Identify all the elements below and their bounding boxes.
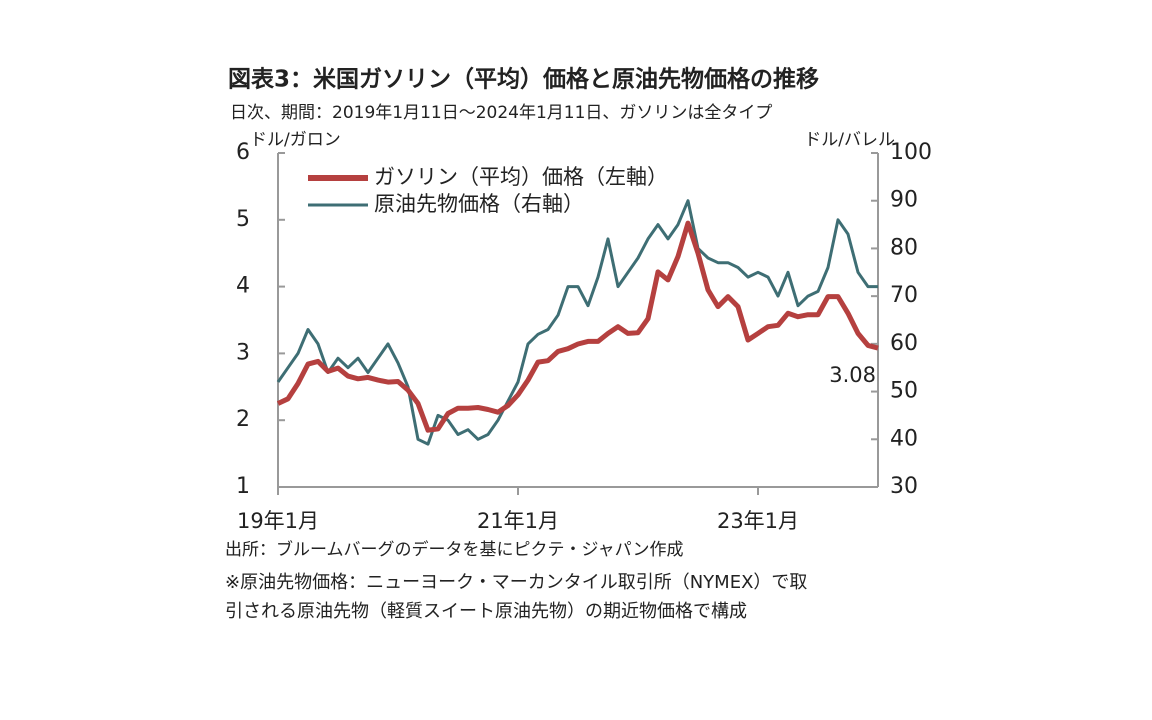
y2-tick-label: 100	[890, 140, 932, 165]
y2-tick-label: 40	[890, 426, 918, 451]
note: 引される原油先物（軽質スイート原油先物）の期近物価格で構成	[225, 601, 747, 622]
y2-tick-label: 50	[890, 379, 918, 404]
legend-label: 原油先物価格（右軸）	[374, 192, 584, 216]
annotation: 3.08	[829, 363, 876, 387]
y-tick-label: 3	[236, 340, 250, 365]
note: ※原油先物価格：ニューヨーク・マーカンタイル取引所（NYMEX）で取	[225, 572, 807, 593]
y2-tick-label: 70	[890, 283, 918, 308]
y2-tick-label: 90	[890, 188, 918, 213]
y-tick-label: 1	[236, 474, 250, 499]
x-tick-label: 23年1月	[717, 509, 799, 533]
y2-axis-label: ドル/バレル	[804, 130, 895, 150]
y-tick-label: 2	[236, 407, 250, 432]
y-tick-label: 6	[236, 140, 250, 165]
source: 出所：ブルームバーグのデータを基にピクテ・ジャパン作成	[225, 539, 684, 560]
chart-title: 図表3：米国ガソリン（平均）価格と原油先物価格の推移	[228, 66, 819, 93]
y-tick-label: 5	[236, 207, 250, 232]
y-axis-label: ドル/ガロン	[250, 130, 341, 150]
y2-tick-label: 80	[890, 235, 918, 260]
chart-subtitle: 日次、期間：2019年1月11日～2024年1月11日、ガソリンは全タイプ	[230, 103, 772, 123]
series-line	[276, 220, 879, 433]
y2-tick-label: 60	[890, 331, 918, 356]
x-tick-label: 19年1月	[237, 509, 319, 533]
y-tick-label: 4	[236, 274, 250, 299]
series-line	[276, 199, 878, 446]
legend-label: ガソリン（平均）価格（左軸）	[374, 165, 668, 189]
x-tick-label: 21年1月	[477, 509, 559, 533]
y2-tick-label: 30	[890, 474, 918, 499]
